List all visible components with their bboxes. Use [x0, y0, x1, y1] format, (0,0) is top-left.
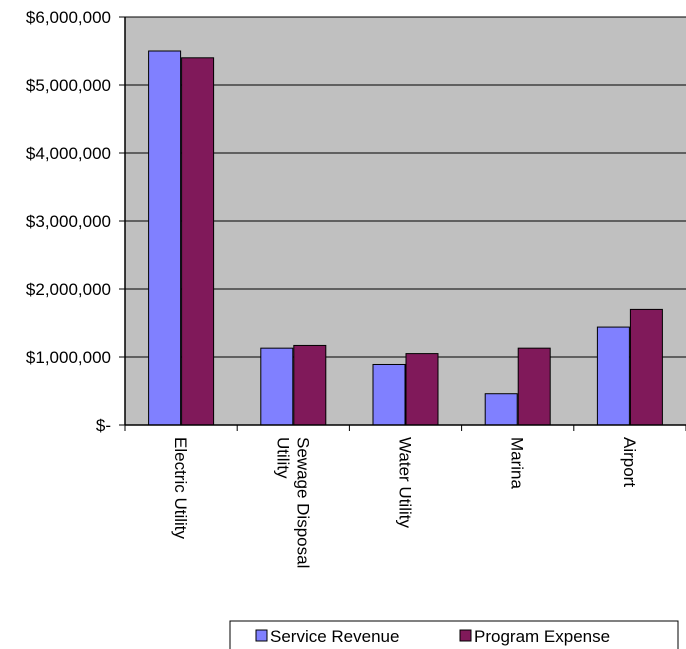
legend-swatch	[255, 629, 268, 642]
bar-program-expense	[293, 344, 327, 426]
y-tick-label: $5,000,000	[26, 76, 111, 95]
y-tick-label: $3,000,000	[26, 212, 111, 231]
x-category-label: Water Utility	[396, 437, 415, 528]
axes	[119, 16, 686, 431]
x-category-label: Electric Utility	[171, 437, 190, 540]
x-category-label: Airport	[620, 437, 639, 487]
x-category-label: Utility	[273, 437, 292, 479]
y-tick-label: $6,000,000	[26, 8, 111, 27]
bars	[148, 50, 663, 426]
bar-service-revenue	[596, 326, 630, 426]
x-category-label: Sewage Disposal	[293, 437, 312, 568]
bar-service-revenue	[260, 347, 294, 426]
bar-service-revenue	[484, 393, 518, 426]
legend-label: Program Expense	[474, 627, 610, 646]
y-tick-label: $1,000,000	[26, 348, 111, 367]
gridlines	[125, 16, 686, 358]
bar-service-revenue	[148, 50, 182, 426]
bar-program-expense	[629, 308, 663, 426]
legend-swatch	[459, 629, 472, 642]
x-category-label: Marina	[508, 437, 527, 490]
legend-box	[229, 620, 679, 649]
y-tick-label: $2,000,000	[26, 280, 111, 299]
legend-label: Service Revenue	[270, 627, 399, 646]
bar-service-revenue	[372, 363, 406, 426]
legend: Service Revenue Program Expense	[229, 620, 679, 649]
y-axis-tick-labels: $- $1,000,000 $2,000,000 $3,000,000 $4,000,0…	[26, 8, 111, 435]
y-tick-label: $-	[96, 416, 111, 435]
bar-program-expense	[181, 57, 215, 426]
bar-program-expense	[405, 353, 439, 426]
bar-program-expense	[517, 347, 551, 426]
y-tick-label: $4,000,000	[26, 144, 111, 163]
